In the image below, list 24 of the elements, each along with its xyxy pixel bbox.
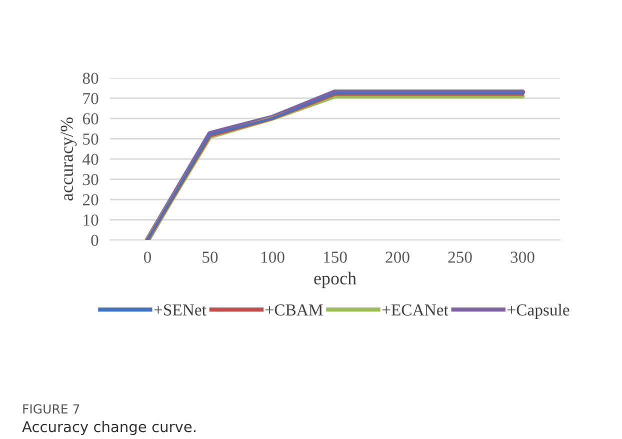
x-tick-label: 250	[448, 252, 472, 263]
y-tick-label: 60	[82, 113, 98, 124]
x-tick-label: 200	[386, 252, 410, 263]
y-tick-label: 0	[91, 234, 98, 246]
y-tick-label: 80	[82, 72, 98, 84]
y-axis-title: accuracy/%	[60, 118, 77, 200]
legend-label: +ECANet	[382, 304, 448, 316]
y-tick-label: 20	[82, 194, 98, 206]
caption: FIGURE 7	[23, 404, 80, 414]
legend-label: +SENet	[154, 304, 206, 316]
legend-label: +CBAM	[266, 304, 323, 316]
y-tick-label: 10	[84, 214, 98, 226]
x-tick-label: 0	[144, 252, 152, 263]
x-tick-label: 150	[324, 252, 347, 263]
text: Accuracy change curve.	[22, 420, 196, 436]
y-tick-label: 50	[83, 133, 98, 145]
x-axis-title: epoch	[314, 272, 356, 288]
x-tick-label: 50	[202, 252, 218, 263]
x-tick-label: 100	[261, 252, 284, 263]
y-tick-label: 70	[83, 92, 98, 104]
legend-label: +Capsule	[508, 304, 570, 319]
y-tick-label: 40	[82, 154, 98, 165]
x-tick-label: 300	[510, 252, 534, 263]
y-tick-label: 30	[83, 174, 98, 186]
